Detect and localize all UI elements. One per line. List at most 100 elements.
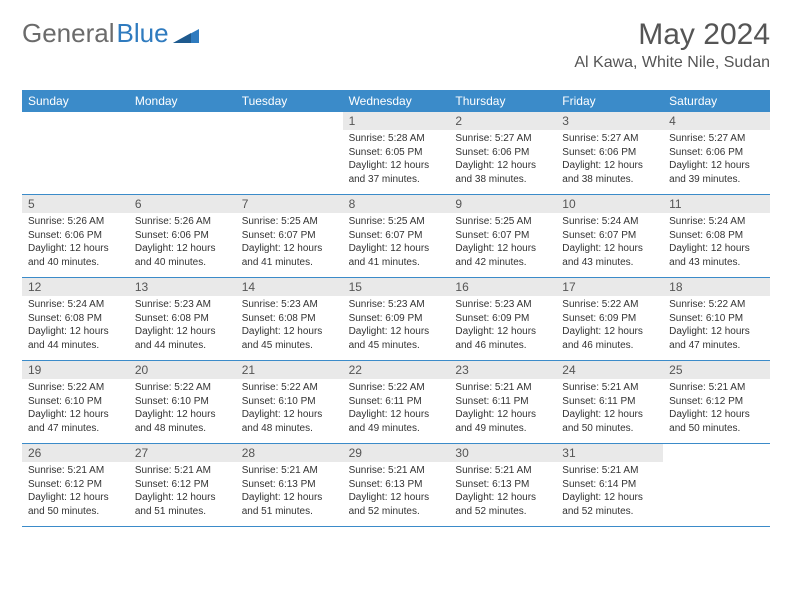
day-cell: 12Sunrise: 5:24 AMSunset: 6:08 PMDayligh… <box>22 278 129 360</box>
daylight-text: Daylight: 12 hours and 38 minutes. <box>455 159 550 186</box>
sunset-text: Sunset: 6:07 PM <box>562 229 657 243</box>
day-cell: 21Sunrise: 5:22 AMSunset: 6:10 PMDayligh… <box>236 361 343 443</box>
day-details: Sunrise: 5:21 AMSunset: 6:12 PMDaylight:… <box>129 462 236 522</box>
sunrise-text: Sunrise: 5:21 AM <box>455 381 550 395</box>
day-details: Sunrise: 5:21 AMSunset: 6:11 PMDaylight:… <box>449 379 556 439</box>
day-number: 3 <box>556 112 663 130</box>
sunset-text: Sunset: 6:05 PM <box>349 146 444 160</box>
sunset-text: Sunset: 6:06 PM <box>562 146 657 160</box>
daylight-text: Daylight: 12 hours and 52 minutes. <box>562 491 657 518</box>
day-number: 27 <box>129 444 236 462</box>
sunrise-text: Sunrise: 5:21 AM <box>669 381 764 395</box>
day-number: 23 <box>449 361 556 379</box>
day-number: 19 <box>22 361 129 379</box>
day-number: 9 <box>449 195 556 213</box>
day-number: 24 <box>556 361 663 379</box>
sunset-text: Sunset: 6:13 PM <box>455 478 550 492</box>
day-number: 17 <box>556 278 663 296</box>
daylight-text: Daylight: 12 hours and 41 minutes. <box>242 242 337 269</box>
daylight-text: Daylight: 12 hours and 44 minutes. <box>135 325 230 352</box>
week-row: 5Sunrise: 5:26 AMSunset: 6:06 PMDaylight… <box>22 195 770 278</box>
sunset-text: Sunset: 6:10 PM <box>242 395 337 409</box>
sunset-text: Sunset: 6:07 PM <box>455 229 550 243</box>
daylight-text: Daylight: 12 hours and 38 minutes. <box>562 159 657 186</box>
day-details: Sunrise: 5:23 AMSunset: 6:09 PMDaylight:… <box>343 296 450 356</box>
day-cell: 17Sunrise: 5:22 AMSunset: 6:09 PMDayligh… <box>556 278 663 360</box>
sunset-text: Sunset: 6:09 PM <box>455 312 550 326</box>
daylight-text: Daylight: 12 hours and 48 minutes. <box>135 408 230 435</box>
day-details: Sunrise: 5:26 AMSunset: 6:06 PMDaylight:… <box>22 213 129 273</box>
day-details: Sunrise: 5:27 AMSunset: 6:06 PMDaylight:… <box>449 130 556 190</box>
weekday-sunday: Sunday <box>22 90 129 112</box>
sunrise-text: Sunrise: 5:23 AM <box>349 298 444 312</box>
sunset-text: Sunset: 6:10 PM <box>669 312 764 326</box>
day-details: Sunrise: 5:25 AMSunset: 6:07 PMDaylight:… <box>236 213 343 273</box>
sunset-text: Sunset: 6:12 PM <box>135 478 230 492</box>
day-number: 14 <box>236 278 343 296</box>
sunrise-text: Sunrise: 5:21 AM <box>242 464 337 478</box>
day-details: Sunrise: 5:23 AMSunset: 6:08 PMDaylight:… <box>129 296 236 356</box>
daylight-text: Daylight: 12 hours and 48 minutes. <box>242 408 337 435</box>
day-cell: 6Sunrise: 5:26 AMSunset: 6:06 PMDaylight… <box>129 195 236 277</box>
day-details: Sunrise: 5:21 AMSunset: 6:13 PMDaylight:… <box>236 462 343 522</box>
day-number: 12 <box>22 278 129 296</box>
sunset-text: Sunset: 6:09 PM <box>349 312 444 326</box>
daylight-text: Daylight: 12 hours and 50 minutes. <box>28 491 123 518</box>
day-details: Sunrise: 5:22 AMSunset: 6:10 PMDaylight:… <box>22 379 129 439</box>
sunset-text: Sunset: 6:07 PM <box>242 229 337 243</box>
day-cell: 13Sunrise: 5:23 AMSunset: 6:08 PMDayligh… <box>129 278 236 360</box>
day-number: 21 <box>236 361 343 379</box>
day-number: 16 <box>449 278 556 296</box>
week-row: 1Sunrise: 5:28 AMSunset: 6:05 PMDaylight… <box>22 112 770 195</box>
sunset-text: Sunset: 6:08 PM <box>242 312 337 326</box>
sunset-text: Sunset: 6:13 PM <box>349 478 444 492</box>
location-text: Al Kawa, White Nile, Sudan <box>574 54 770 72</box>
sunset-text: Sunset: 6:12 PM <box>28 478 123 492</box>
sunset-text: Sunset: 6:13 PM <box>242 478 337 492</box>
day-cell: 15Sunrise: 5:23 AMSunset: 6:09 PMDayligh… <box>343 278 450 360</box>
weekday-friday: Friday <box>556 90 663 112</box>
day-cell: 20Sunrise: 5:22 AMSunset: 6:10 PMDayligh… <box>129 361 236 443</box>
daylight-text: Daylight: 12 hours and 51 minutes. <box>135 491 230 518</box>
day-details: Sunrise: 5:25 AMSunset: 6:07 PMDaylight:… <box>449 213 556 273</box>
sunset-text: Sunset: 6:09 PM <box>562 312 657 326</box>
sunrise-text: Sunrise: 5:21 AM <box>135 464 230 478</box>
day-number: 7 <box>236 195 343 213</box>
day-details: Sunrise: 5:24 AMSunset: 6:08 PMDaylight:… <box>663 213 770 273</box>
daylight-text: Daylight: 12 hours and 42 minutes. <box>455 242 550 269</box>
daylight-text: Daylight: 12 hours and 50 minutes. <box>562 408 657 435</box>
sunrise-text: Sunrise: 5:25 AM <box>349 215 444 229</box>
sunrise-text: Sunrise: 5:21 AM <box>455 464 550 478</box>
day-details: Sunrise: 5:22 AMSunset: 6:10 PMDaylight:… <box>129 379 236 439</box>
sunrise-text: Sunrise: 5:24 AM <box>28 298 123 312</box>
sunrise-text: Sunrise: 5:26 AM <box>28 215 123 229</box>
daylight-text: Daylight: 12 hours and 49 minutes. <box>455 408 550 435</box>
day-cell: 22Sunrise: 5:22 AMSunset: 6:11 PMDayligh… <box>343 361 450 443</box>
day-cell <box>129 112 236 194</box>
sunset-text: Sunset: 6:11 PM <box>349 395 444 409</box>
sunrise-text: Sunrise: 5:22 AM <box>135 381 230 395</box>
daylight-text: Daylight: 12 hours and 37 minutes. <box>349 159 444 186</box>
day-number: 30 <box>449 444 556 462</box>
day-number: 20 <box>129 361 236 379</box>
sunset-text: Sunset: 6:10 PM <box>135 395 230 409</box>
day-number: 6 <box>129 195 236 213</box>
daylight-text: Daylight: 12 hours and 43 minutes. <box>669 242 764 269</box>
calendar: Sunday Monday Tuesday Wednesday Thursday… <box>22 90 770 527</box>
day-details: Sunrise: 5:21 AMSunset: 6:12 PMDaylight:… <box>663 379 770 439</box>
day-number: 1 <box>343 112 450 130</box>
logo: GeneralBlue <box>22 18 199 49</box>
day-number: 26 <box>22 444 129 462</box>
sunset-text: Sunset: 6:06 PM <box>669 146 764 160</box>
day-cell: 30 Sunrise: 5:21 AMSunset: 6:13 PMDayligh… <box>449 444 556 526</box>
day-cell: 29Sunrise: 5:21 AMSunset: 6:13 PMDayligh… <box>343 444 450 526</box>
day-cell: 28Sunrise: 5:21 AMSunset: 6:13 PMDayligh… <box>236 444 343 526</box>
daylight-text: Daylight: 12 hours and 43 minutes. <box>562 242 657 269</box>
day-cell: 5Sunrise: 5:26 AMSunset: 6:06 PMDaylight… <box>22 195 129 277</box>
day-number: 11 <box>663 195 770 213</box>
logo-text-blue: Blue <box>117 18 169 49</box>
daylight-text: Daylight: 12 hours and 46 minutes. <box>562 325 657 352</box>
sunrise-text: Sunrise: 5:27 AM <box>455 132 550 146</box>
daylight-text: Daylight: 12 hours and 52 minutes. <box>455 491 550 518</box>
sunset-text: Sunset: 6:08 PM <box>28 312 123 326</box>
